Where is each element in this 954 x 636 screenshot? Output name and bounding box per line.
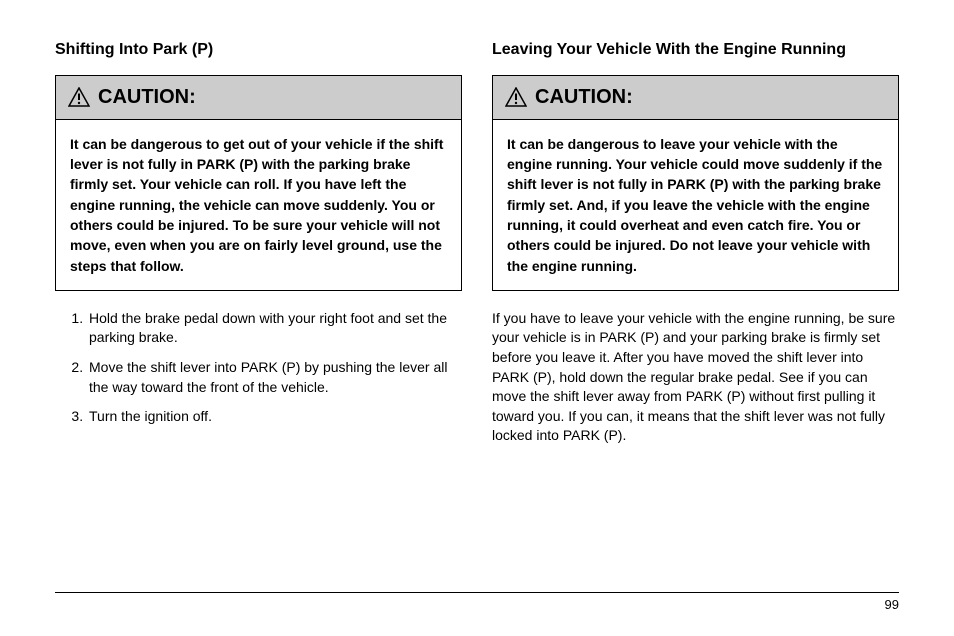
left-heading: Shifting Into Park (P) xyxy=(55,40,462,61)
step-item: Hold the brake pedal down with your righ… xyxy=(87,309,462,348)
left-caution-header: CAUTION: xyxy=(56,76,461,120)
right-column: Leaving Your Vehicle With the Engine Run… xyxy=(492,40,899,585)
left-steps-list: Hold the brake pedal down with your righ… xyxy=(55,309,462,427)
page-columns: Shifting Into Park (P) CAUTION: It can b… xyxy=(55,40,899,585)
right-heading: Leaving Your Vehicle With the Engine Run… xyxy=(492,40,899,61)
warning-triangle-icon xyxy=(505,87,527,107)
step-item: Move the shift lever into PARK (P) by pu… xyxy=(87,358,462,397)
step-item: Turn the ignition off. xyxy=(87,407,462,427)
right-caution-box: CAUTION: It can be dangerous to leave yo… xyxy=(492,75,899,291)
page-number: 99 xyxy=(885,597,899,612)
right-caution-header: CAUTION: xyxy=(493,76,898,120)
warning-triangle-icon xyxy=(68,87,90,107)
left-caution-label: CAUTION: xyxy=(98,86,196,109)
page-footer: 99 xyxy=(55,592,899,612)
right-caution-label: CAUTION: xyxy=(535,86,633,109)
right-caution-body: It can be dangerous to leave your vehicl… xyxy=(493,120,898,290)
left-caution-box: CAUTION: It can be dangerous to get out … xyxy=(55,75,462,291)
left-column: Shifting Into Park (P) CAUTION: It can b… xyxy=(55,40,462,585)
left-caution-body: It can be dangerous to get out of your v… xyxy=(56,120,461,290)
right-body-text: If you have to leave your vehicle with t… xyxy=(492,309,899,446)
